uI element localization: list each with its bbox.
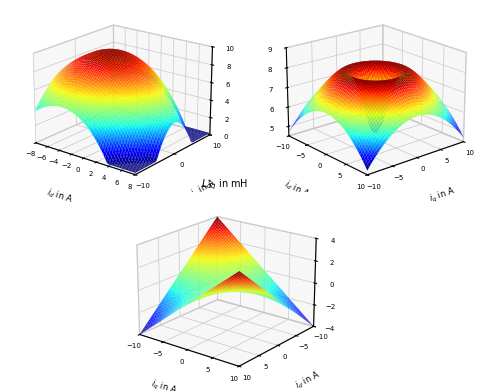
- X-axis label: $i_d$ in A: $i_d$ in A: [45, 186, 75, 206]
- X-axis label: $i_q$ in A: $i_q$ in A: [149, 377, 178, 391]
- Y-axis label: $i_d$ in A: $i_d$ in A: [283, 178, 312, 201]
- X-axis label: $i_q$ in A: $i_q$ in A: [427, 185, 457, 206]
- Title: $L_{dq}$ in mH: $L_{dq}$ in mH: [201, 177, 248, 192]
- Y-axis label: $i_d$ in A: $i_d$ in A: [293, 368, 323, 391]
- Y-axis label: $i_q$ in A: $i_q$ in A: [189, 176, 219, 201]
